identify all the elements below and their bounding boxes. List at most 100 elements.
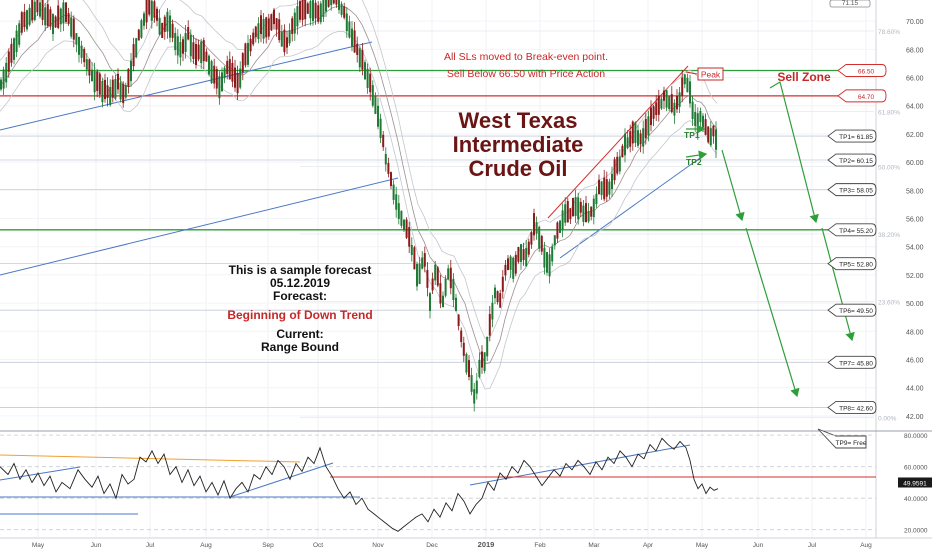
candle-body [481,351,483,368]
tp-label-box [827,303,877,317]
candle-body [429,293,431,311]
candle-body [202,40,205,62]
candle-body [158,17,161,35]
forecast-arrows [685,71,855,398]
candle-body [18,23,21,45]
candle-body [369,73,372,93]
candle-body [655,102,658,116]
candle-body [140,20,143,38]
forecast-arrow [721,149,745,222]
candle-body [366,68,369,88]
candle-body [577,197,580,220]
peak-box [697,67,724,81]
price-tick-label: 70.00 [906,19,924,26]
candle-body [410,245,413,256]
price-tick-label: 64.00 [906,104,924,111]
month-label: Nov [372,542,384,549]
price-tick-label: 66.00 [906,76,924,83]
candle-body [62,2,65,24]
candle-body [101,81,104,103]
candle-body [699,111,702,123]
candle-body [210,61,213,84]
candle-body [249,38,252,52]
tp-label: TP7= 45.80 [839,360,873,367]
candle-body [353,30,356,53]
current-line-2: Range Bound [261,340,339,354]
chart-title-line-2: Intermediate [453,132,584,157]
candle-body [148,0,151,15]
candle-body [681,77,684,96]
candle-body [192,42,195,59]
candle-body [470,374,473,392]
candle-body [546,251,548,273]
candle-body [358,48,361,68]
candle-body [304,0,307,20]
candle-body [135,38,138,58]
candle-body [348,21,351,38]
tp1-marker-label: TP1 [684,130,700,140]
candle-body [322,0,325,18]
candle-body [496,291,499,303]
candle-body [176,36,179,56]
candle-body [639,133,642,145]
candle-body [124,85,127,98]
tp2-marker-label: TP2 [686,157,702,167]
tp-label-box [827,400,877,414]
candle-body [85,59,88,70]
peak-pointer [685,71,698,75]
candle-body [314,2,317,19]
price-tick-label: 44.00 [906,386,924,393]
candle-body [629,131,632,147]
resistance-label: 66.50 [858,68,875,75]
candle-body [395,194,398,210]
candle-body [374,96,377,114]
candle-body [439,283,442,304]
candle-body [67,13,70,24]
candle-body [434,264,437,281]
candle-body [540,236,543,252]
candle-body [338,0,340,10]
forecast-line-2: 05.12.2019 [270,276,330,290]
candle-body [595,193,598,205]
osc-current-label: 49.9591 [903,480,927,487]
candle-body [273,9,275,25]
candle-body [691,101,694,119]
tp-label: TP8= 42.60 [839,405,873,412]
candle-body [280,31,283,47]
top-price-label: 71.15 [842,0,859,7]
price-tick-label: 46.00 [906,358,924,365]
candle-body [556,222,559,239]
candle-body [20,12,23,33]
candle-body [436,267,439,286]
candle-body [413,247,416,270]
oscillator-panel: 80.0000 60.0000 40.0000 20.0000 49.9591 [0,433,932,535]
candle-body [343,6,346,18]
candle-body [270,14,273,31]
candle-body [561,210,564,231]
candle-body [683,74,686,85]
candle-body [379,118,382,138]
candle-body [501,276,504,292]
candle-body [205,51,208,62]
chart-title-line-3: Crude Oil [468,156,567,181]
candle-body [579,201,582,213]
tp-label: TP6= 49.50 [839,308,873,315]
candle-body [457,314,460,327]
candle-body [153,1,156,18]
candle-body [213,65,216,84]
price-tick-label: 50.00 [906,301,924,308]
candle-body [5,62,8,83]
month-label: 2019 [478,540,495,549]
candle-body [473,389,476,404]
osc-tick-label: 60.0000 [904,465,928,472]
candle-body [54,16,57,28]
candle-body [626,137,629,149]
month-label: Aug [200,542,212,549]
candle-body [364,62,366,80]
forecast-arrow [745,227,800,398]
candle-body [117,73,119,90]
candle-body [564,204,567,223]
sls-note: All SLs moved to Break-even point. [444,51,608,63]
sell-note: Sell Below 66.50 with Price Action [447,68,605,80]
resistance-label: 64.70 [858,94,875,101]
